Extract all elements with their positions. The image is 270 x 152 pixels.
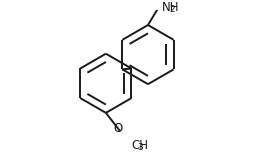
- Text: CH: CH: [132, 139, 149, 152]
- Text: O: O: [114, 123, 123, 135]
- Text: NH: NH: [161, 1, 179, 14]
- Text: 3: 3: [137, 143, 143, 152]
- Text: 2: 2: [169, 5, 175, 14]
